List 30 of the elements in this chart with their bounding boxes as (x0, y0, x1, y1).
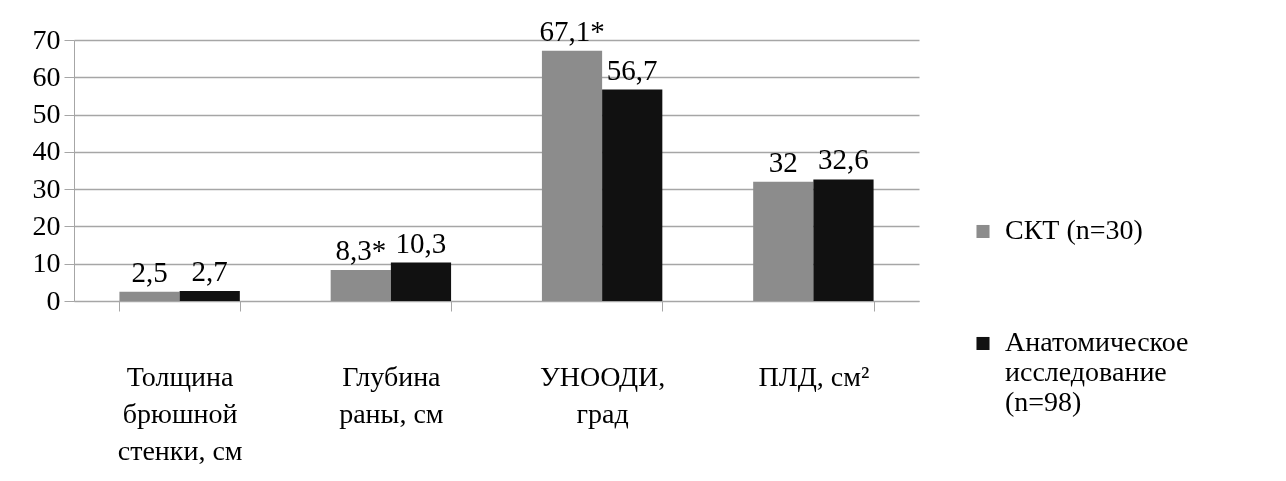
legend-label: Анатомическое исследование (n=98) (1005, 326, 1189, 418)
bar (541, 50, 603, 301)
bar (390, 262, 452, 301)
bar (119, 291, 180, 301)
bar (179, 290, 240, 301)
bar (330, 270, 391, 301)
bar (753, 181, 814, 301)
data-label: 67,1* (539, 14, 605, 47)
data-label: 8,3* (335, 234, 387, 267)
legend-label: СКТ (n=30) (1005, 214, 1143, 246)
bar (813, 179, 874, 301)
data-label: 56,7 (606, 53, 658, 86)
y-tick-label: 0 (46, 284, 61, 316)
data-label: 32,6 (818, 143, 869, 176)
x-tick-label: УНООДИ, град (539, 360, 666, 429)
data-label: 2,5 (131, 255, 168, 288)
y-tick-label: 10 (32, 247, 61, 279)
y-tick-label: 70 (32, 23, 61, 55)
x-tick-label: Толщина брюшной стенки, см (117, 360, 243, 466)
bar (602, 89, 663, 301)
data-label: 10,3 (395, 226, 447, 259)
data-label: 2,7 (191, 254, 228, 287)
x-tick-label: ПЛД, см² (758, 360, 870, 392)
y-tick-label: 40 (32, 135, 61, 167)
data-label: 32 (768, 145, 798, 178)
y-tick-label: 30 (32, 172, 61, 204)
y-tick-label: 20 (32, 209, 61, 241)
x-tick-label: Глубина раны, см (339, 360, 444, 429)
y-tick-label: 50 (32, 98, 61, 130)
y-tick-label: 60 (32, 60, 61, 92)
